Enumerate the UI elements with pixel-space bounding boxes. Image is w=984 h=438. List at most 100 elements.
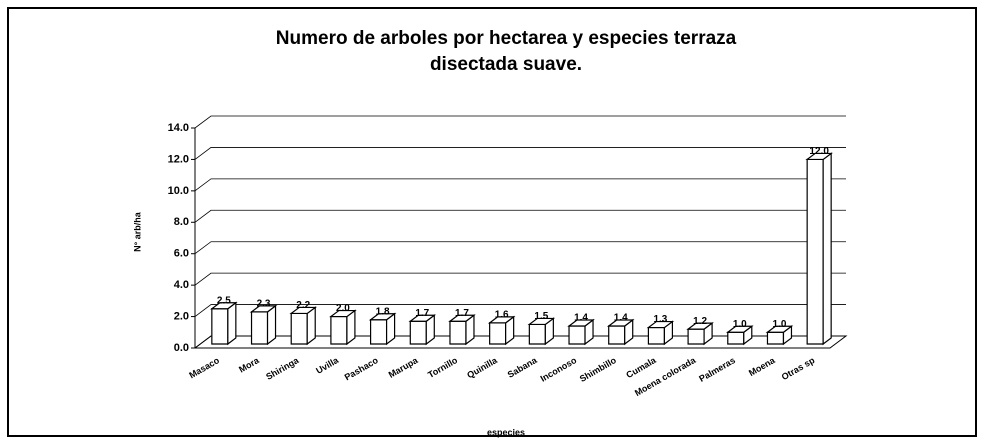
x-tick-label: Marupa xyxy=(387,355,421,380)
chart-title: Numero de arboles por hectarea y especie… xyxy=(276,28,737,49)
bar-side xyxy=(822,152,832,346)
y-tick-label: 14.0 xyxy=(168,122,189,134)
value-label: 1.3 xyxy=(653,314,667,325)
bar-top xyxy=(210,302,238,310)
y-tick-label: 10.0 xyxy=(168,185,189,197)
bar xyxy=(408,314,437,346)
y-axis-label: N° arb/ha xyxy=(132,211,142,252)
bar xyxy=(487,315,516,346)
x-axis-label: especies xyxy=(487,427,525,437)
y-tick-label: 2.0 xyxy=(174,310,189,322)
grid-line xyxy=(194,272,846,286)
y-tick-label: 0.0 xyxy=(174,342,189,354)
chart-title: disectada suave. xyxy=(430,54,582,75)
y-tick-label: 8.0 xyxy=(174,216,189,228)
value-label: 1.2 xyxy=(693,316,707,327)
value-label: 2.3 xyxy=(257,298,271,309)
bar xyxy=(329,309,357,346)
bar-front xyxy=(250,311,269,345)
bar xyxy=(646,320,675,346)
bar-top xyxy=(646,320,675,329)
bar-front xyxy=(766,331,785,345)
grid-line xyxy=(194,241,846,255)
value-label: 1.7 xyxy=(455,308,469,319)
frame xyxy=(7,7,977,437)
bar xyxy=(805,152,833,346)
grid-line xyxy=(194,304,846,317)
grid-line xyxy=(194,209,846,223)
bar xyxy=(606,318,635,346)
value-label: 1.5 xyxy=(534,311,548,322)
grid-line xyxy=(194,147,846,160)
value-label: 1.6 xyxy=(495,309,509,320)
bar-front xyxy=(489,322,507,345)
bar-front xyxy=(528,323,546,345)
bar-front xyxy=(211,308,229,345)
bar-front xyxy=(449,320,467,345)
bar-top xyxy=(606,319,635,327)
bar xyxy=(725,325,754,346)
x-tick-label: Pashaco xyxy=(343,355,380,382)
bar-top xyxy=(289,306,318,315)
bar-side xyxy=(227,301,237,346)
bar-top xyxy=(765,325,794,333)
bar-top xyxy=(368,313,397,321)
x-tick-label: Otras sp xyxy=(780,355,817,382)
bar-front xyxy=(727,331,745,345)
grid-line xyxy=(194,178,846,192)
x-tick-label: Uvilla xyxy=(314,355,341,376)
bar-front xyxy=(369,319,388,345)
bar xyxy=(368,312,397,346)
bar xyxy=(289,306,318,346)
bar-front xyxy=(806,158,824,345)
bar xyxy=(567,318,595,346)
bar-top xyxy=(408,314,437,322)
value-label: 1.4 xyxy=(614,313,628,324)
x-tick-label: Mora xyxy=(237,355,261,375)
value-label: 1.7 xyxy=(415,308,429,319)
x-tick-label: Moena xyxy=(747,355,778,378)
bar-top xyxy=(329,309,357,318)
value-label: 1.8 xyxy=(376,306,390,317)
x-tick-label: Inconoso xyxy=(539,355,579,384)
bar xyxy=(249,304,278,346)
bar-front xyxy=(290,312,308,345)
bar-front xyxy=(608,325,626,345)
value-label: 2.5 xyxy=(217,295,231,306)
y-tick-label: 6.0 xyxy=(174,248,189,260)
bar-top xyxy=(527,317,556,326)
bar xyxy=(527,317,556,346)
bar-front xyxy=(647,326,666,345)
x-tick-label: Palmeras xyxy=(697,355,737,384)
grid-line xyxy=(194,115,846,129)
bar-top xyxy=(448,314,476,322)
bar-top xyxy=(487,316,516,324)
bar-front xyxy=(568,325,586,345)
y-tick-label: 12.0 xyxy=(168,153,189,165)
bar-top xyxy=(249,305,278,313)
bar xyxy=(448,314,476,346)
y-tick-label: 4.0 xyxy=(174,279,189,291)
bar xyxy=(686,321,714,346)
bar-top xyxy=(725,325,754,333)
bar-front xyxy=(409,320,427,345)
bar xyxy=(210,301,238,346)
bar-front xyxy=(687,328,705,345)
bar xyxy=(765,325,794,346)
grid-line xyxy=(194,335,846,349)
x-tick-label: Tornillo xyxy=(426,355,459,380)
x-tick-label: Cumala xyxy=(624,355,658,380)
bar-top xyxy=(686,322,714,330)
value-label: 2.2 xyxy=(296,300,310,311)
x-tick-label: Quinilla xyxy=(465,355,499,381)
bar-top xyxy=(805,152,833,161)
x-tick-label: Masaco xyxy=(187,355,221,380)
bar-front xyxy=(330,315,348,345)
x-tick-label: Shiringa xyxy=(264,355,301,382)
value-label: 1.4 xyxy=(574,313,588,324)
value-label: 2.0 xyxy=(336,303,350,314)
value-label: 1.0 xyxy=(773,319,787,330)
value-label: 12.0 xyxy=(809,146,829,157)
bar-top xyxy=(567,319,595,327)
